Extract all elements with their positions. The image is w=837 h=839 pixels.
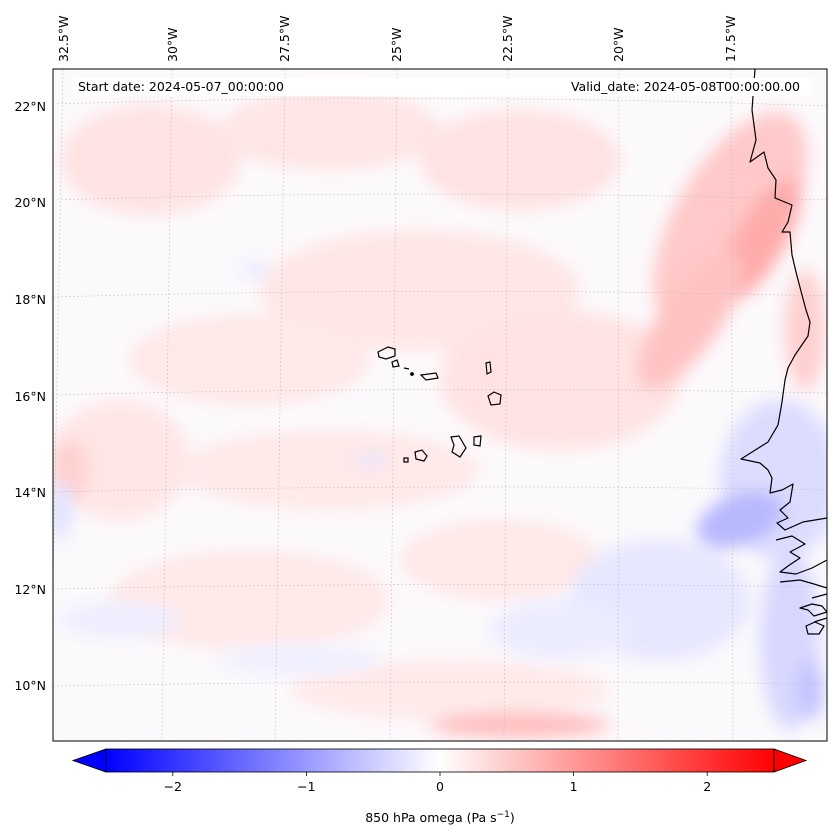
colorbar-ticks: −2 −1 0 1 2 [164,772,711,794]
lat-label: 18°N [14,292,46,307]
colorbar-tick-label: −1 [297,779,315,794]
colorbar-tick-label: 0 [436,779,444,794]
start-date-label: Start date: 2024-05-07_00:00:00 [78,79,284,94]
lon-label: 25°W [389,27,404,62]
map-panel: Start date: 2024-05-07_00:00:00 Valid_da… [52,68,828,742]
lon-label: 30°W [165,27,180,62]
latitude-labels: 22°N 20°N 18°N 16°N 14°N 12°N 10°N [14,99,46,693]
lat-label: 12°N [14,582,46,597]
lat-label: 14°N [14,485,46,500]
lon-label: 22.5°W [500,16,515,62]
graticule [53,69,827,741]
date-header-strip [72,78,812,96]
colorbar-extend-high [773,748,808,773]
cape-verde-islands [377,346,502,463]
map-frame [52,68,828,742]
lat-label: 16°N [14,389,46,404]
colorbar-tick-label: 1 [570,779,578,794]
colorbar: −2 −1 0 1 2 850 hPa omega (Pa s−1) [71,748,808,825]
colorbar-title: 850 hPa omega (Pa s−1) [365,810,515,825]
lat-label: 10°N [14,678,46,693]
valid-date-label: Valid_date: 2024-05-08T00:00:00.00 [571,79,800,94]
colorbar-body [106,749,774,772]
lon-label: 20°W [611,27,626,62]
lon-label: 17.5°W [723,16,738,62]
lat-label: 20°N [14,195,46,210]
lon-label: 27.5°W [277,16,292,62]
colorbar-tick-label: 2 [703,779,711,794]
colorbar-tick-label: −2 [164,779,182,794]
colorbar-extend-low [71,748,107,773]
omega-field [53,69,827,741]
lat-label: 22°N [14,99,46,114]
longitude-labels: 32.5°W 30°W 27.5°W 25°W 22.5°W 20°W 17.5… [56,16,738,62]
lon-label: 32.5°W [56,16,71,62]
coastline [740,69,827,635]
